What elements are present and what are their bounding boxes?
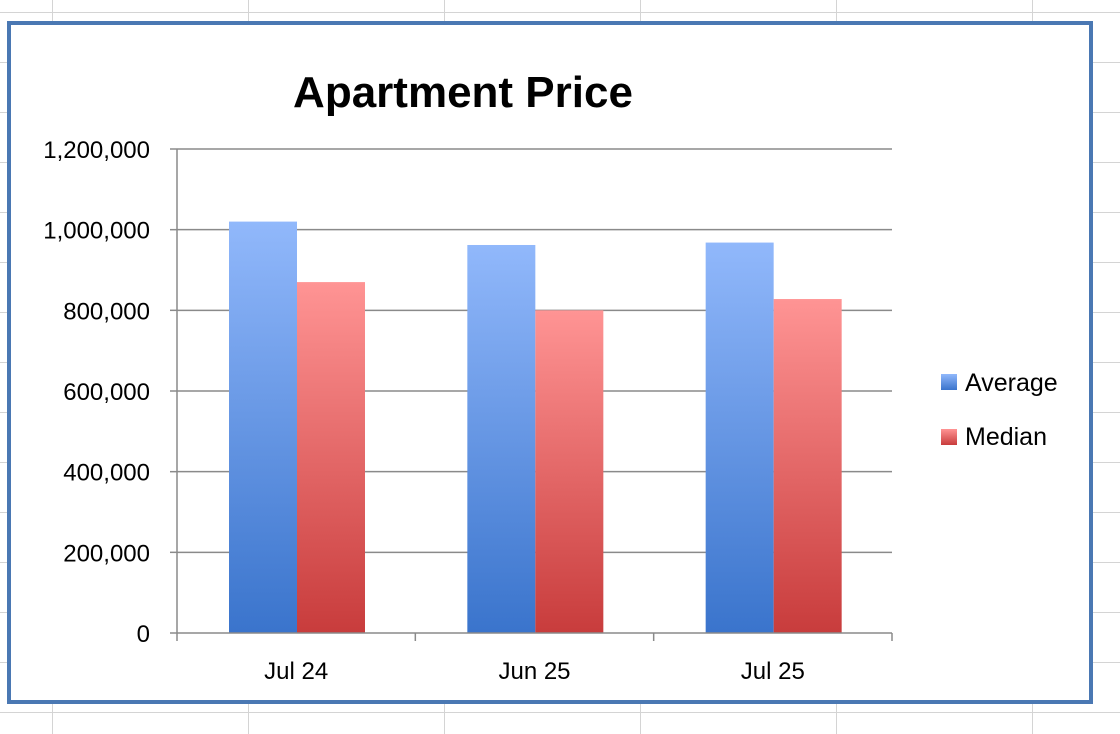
bar-average (229, 221, 297, 633)
bar-median (535, 310, 604, 633)
y-tick-label: 800,000 (63, 298, 150, 325)
y-tick-label: 0 (137, 621, 150, 648)
bar-median (773, 299, 842, 633)
bar-median (297, 282, 365, 633)
x-tick-labels: Jul 24 Jun 25 Jul 25 (264, 658, 805, 685)
bar-average (705, 242, 774, 633)
bars (229, 221, 842, 633)
legend-label-average: Average (965, 369, 1058, 397)
y-tick-label: 400,000 (63, 460, 150, 487)
legend-swatch-average (941, 374, 957, 390)
x-tick-label: Jul 25 (741, 658, 805, 685)
y-tick-label: 1,200,000 (43, 137, 150, 164)
x-tick-label: Jun 25 (498, 658, 570, 685)
y-tick-label: 200,000 (63, 540, 150, 567)
legend: Average Median (941, 369, 1058, 451)
y-tick-label: 600,000 (63, 379, 150, 406)
legend-label-median: Median (965, 423, 1047, 451)
y-tick-labels: 0 200,000 400,000 600,000 800,000 1,000,000 1,… (43, 137, 150, 648)
legend-swatch-median (941, 429, 957, 445)
bar-average (467, 244, 536, 633)
y-tick-label: 1,000,000 (43, 218, 150, 245)
x-tick-label: Jul 24 (264, 658, 328, 685)
chart-title: Apartment Price (293, 68, 633, 117)
axes (170, 148, 893, 641)
